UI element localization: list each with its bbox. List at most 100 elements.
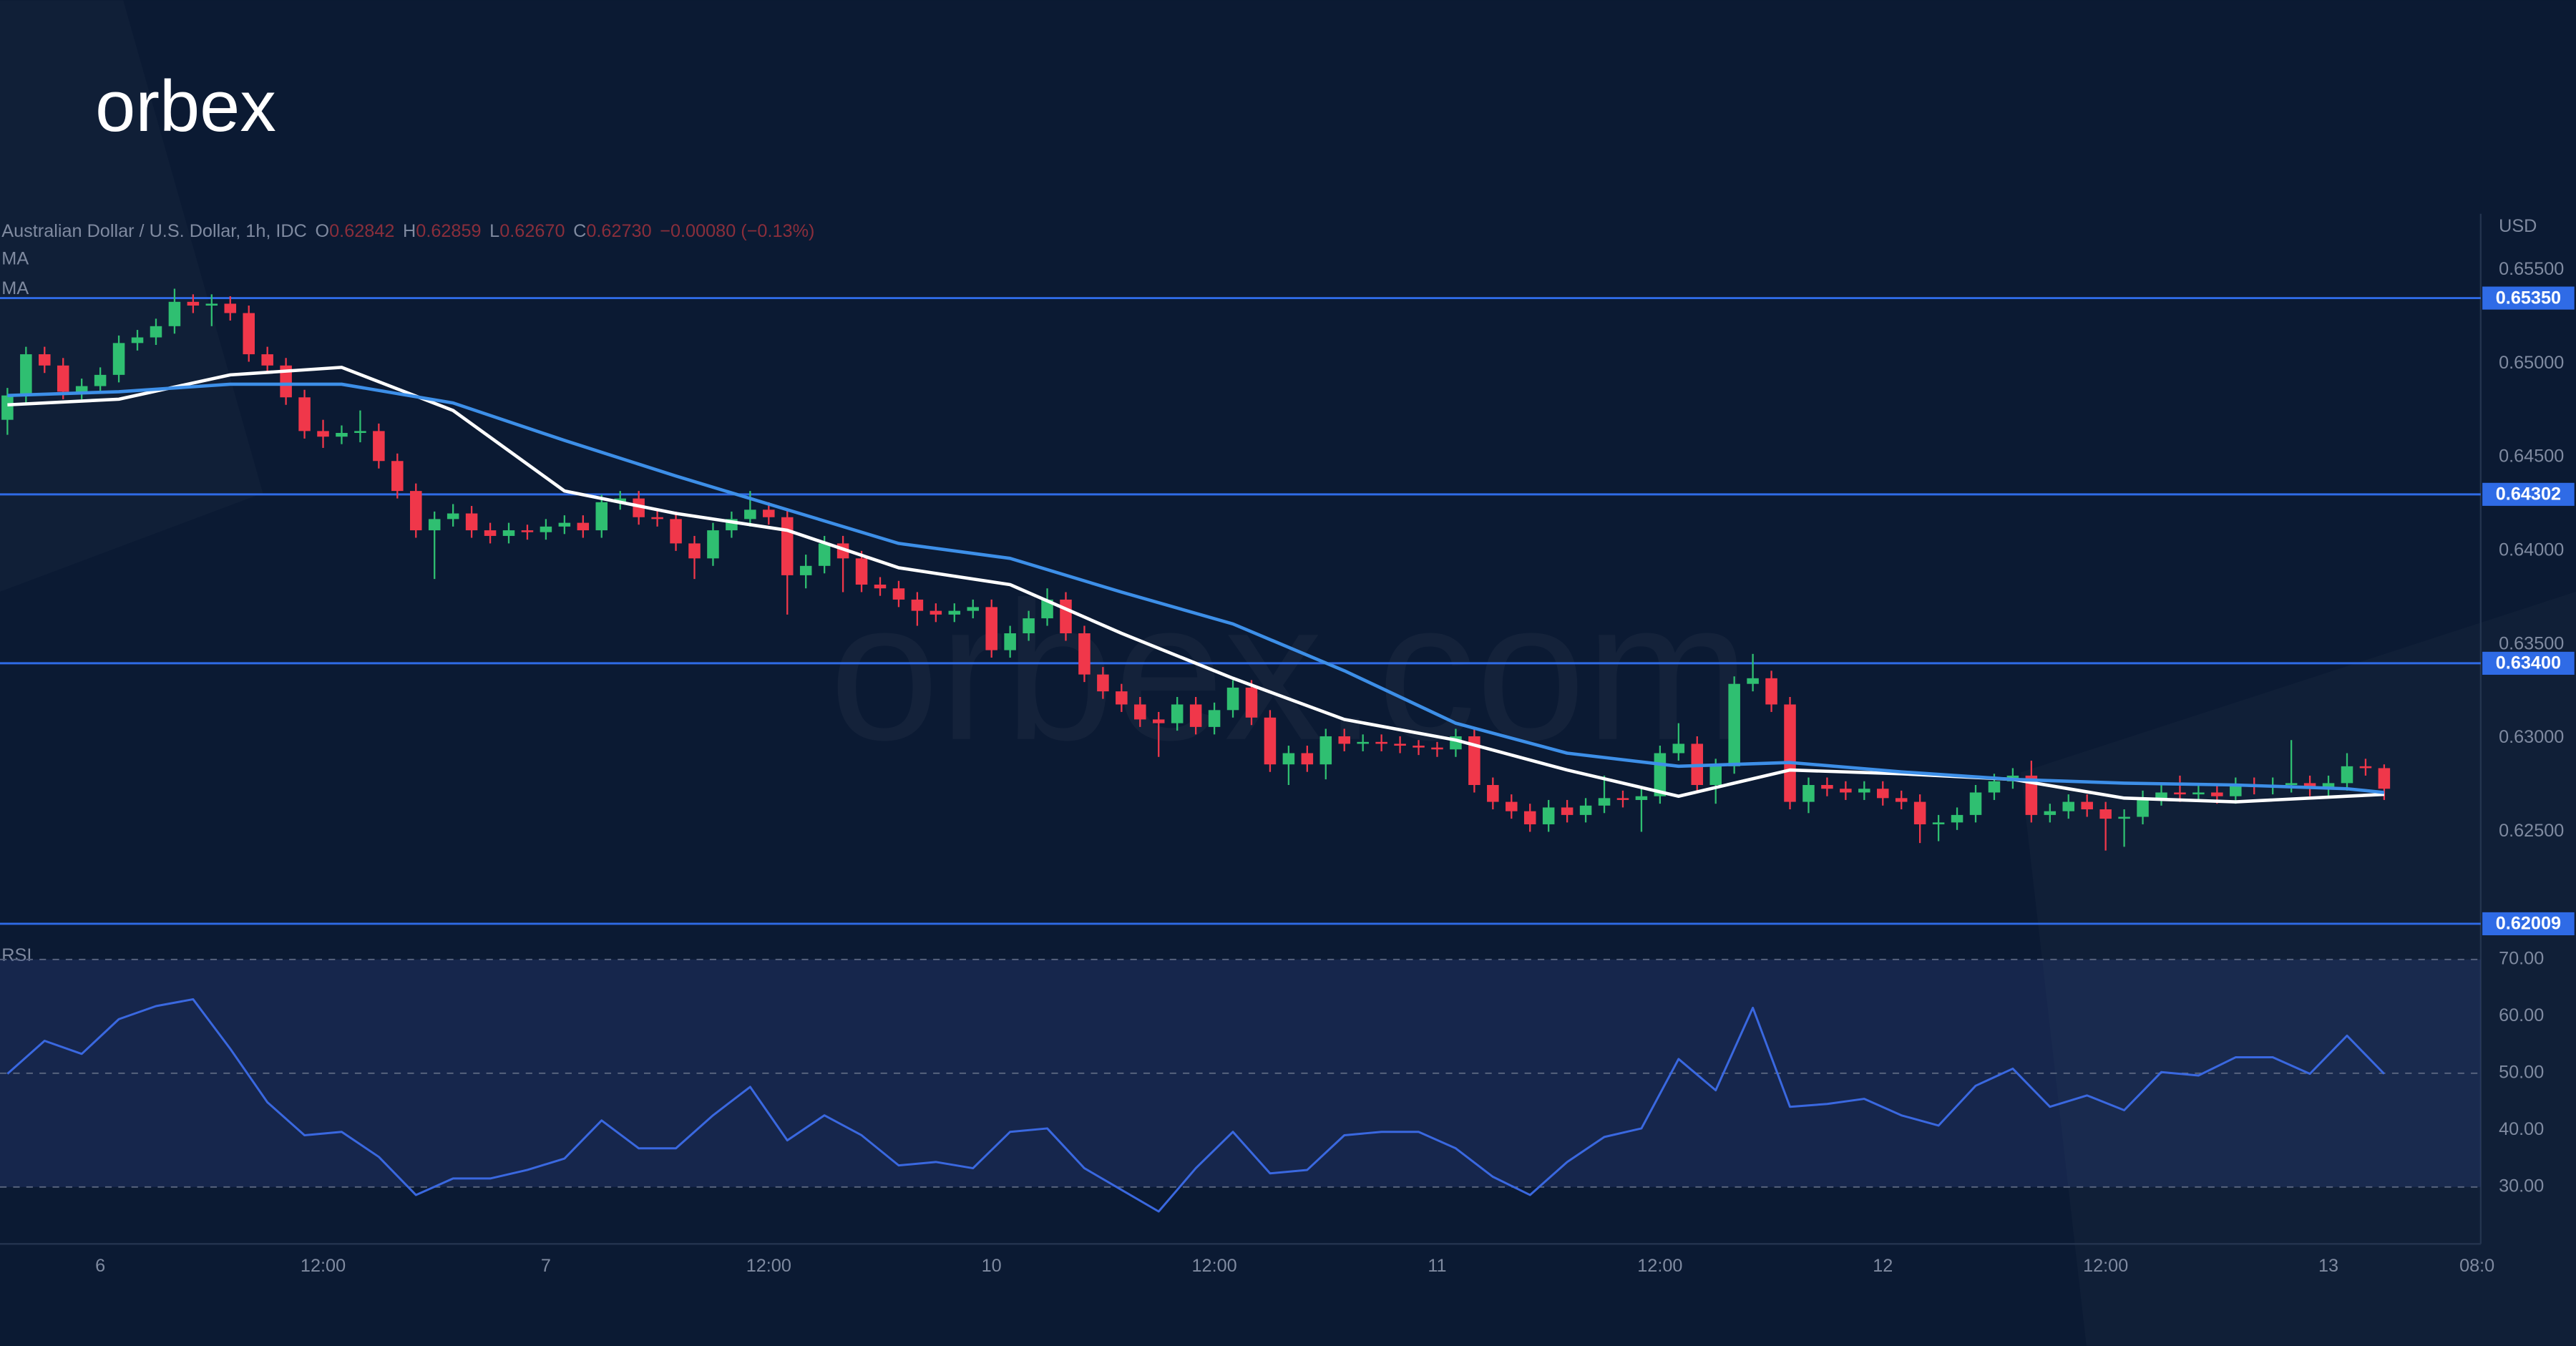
x-tick-label: 12:00 [2083, 1256, 2128, 1276]
candle-body [558, 522, 571, 527]
candle-body [243, 313, 255, 355]
candle-body [614, 498, 626, 502]
candle-body [1189, 704, 1202, 727]
plot: 0.65500 0.65000 0.64500 0.64000 0.63500 0.630… [0, 259, 2575, 1276]
candle-body [2230, 785, 2242, 796]
candle-body [799, 565, 812, 575]
candle-body [688, 543, 701, 559]
candle-body [874, 584, 887, 589]
candle-body [1802, 785, 1815, 802]
candle-body [1951, 814, 1963, 823]
candle-body [1226, 687, 1239, 711]
x-tick-label: 13 [2318, 1256, 2338, 1276]
candle-body [967, 607, 980, 611]
candle-body [1357, 741, 1369, 744]
legend-header: Australian Dollar / U.S. Dollar, 1h, IDC… [1, 221, 814, 241]
candle-body [410, 491, 422, 531]
y-tick-label: 0.63000 [2499, 727, 2564, 747]
candle-body [1431, 747, 1443, 750]
candle-body [428, 519, 441, 531]
candle-body [1023, 618, 1035, 634]
legend-entry: MA [1, 249, 29, 269]
candle-body [1338, 736, 1351, 744]
candle-body [317, 431, 329, 437]
candle-body [1542, 807, 1555, 824]
candle-body [1598, 798, 1611, 806]
candle-body [1078, 633, 1091, 675]
x-tick-label: 12 [1873, 1256, 1893, 1276]
candle-body [484, 530, 497, 536]
candle-body [1821, 785, 1833, 789]
candle-body [2025, 775, 2038, 815]
candle-body [651, 517, 663, 520]
x-tick-label: 12:00 [301, 1256, 346, 1276]
candle-body [763, 509, 775, 517]
candle-body [577, 522, 590, 531]
ohlc-value: 0.62859 [416, 221, 481, 241]
ohlc-key: H [403, 221, 416, 241]
candle-body [2099, 809, 2112, 819]
symbol: Australian Dollar / U.S. Dollar, 1h, IDC [1, 221, 307, 241]
candle-body [1877, 789, 1889, 799]
ohlc-value: 0.62670 [499, 221, 565, 241]
candle-body [1282, 753, 1295, 765]
y-tick-label: 70.00 [2499, 948, 2544, 968]
y-tick-label: 0.65000 [2499, 353, 2564, 373]
candle-body [391, 461, 404, 492]
candle-body [744, 509, 756, 520]
ma-line [7, 382, 2385, 794]
candle-body [2062, 801, 2075, 811]
x-tick-label: 12:00 [1637, 1256, 1682, 1276]
watermark: orbex.com [829, 562, 1750, 781]
y-tick-label: 30.00 [2499, 1176, 2544, 1196]
candle-body [1913, 801, 1926, 824]
candle-body [2044, 811, 2057, 815]
x-tick-label: 12:00 [1191, 1256, 1236, 1276]
candle-body [2137, 798, 2149, 817]
candle-body [502, 530, 515, 536]
ohlc-value: 0.62730 [586, 221, 651, 241]
candle-body [1319, 736, 1332, 765]
candle-body [985, 607, 997, 650]
candle-body [1506, 801, 1518, 811]
candle-body [1672, 743, 1685, 754]
candle-body [670, 519, 682, 544]
candle-body [39, 354, 51, 366]
change: −0.00080 (−0.13%) [660, 221, 814, 241]
candle-body [1041, 599, 1053, 619]
candle-body [948, 610, 961, 615]
candle-body [2378, 768, 2391, 789]
level-tag [2482, 912, 2575, 936]
x-tick-label: 7 [541, 1256, 551, 1276]
candle-body [1969, 792, 1982, 815]
level-tag [2482, 482, 2575, 506]
unit-label: USD [2499, 216, 2537, 236]
ohlc-key: O [316, 221, 330, 241]
candle-body [2118, 816, 2130, 819]
candle-body [2285, 783, 2298, 786]
candle-body [168, 301, 181, 326]
candle-body [2155, 792, 2167, 799]
candle-body [280, 365, 292, 398]
y-tick-label: 40.00 [2499, 1119, 2544, 1139]
y-tick-label: 0.64000 [2499, 540, 2564, 560]
candle-body [1116, 691, 1128, 705]
x-tick-label: 6 [95, 1256, 105, 1276]
candle-body [521, 530, 534, 532]
candle-body [1245, 687, 1258, 718]
candle-body [1301, 753, 1314, 765]
candle-body [707, 530, 719, 559]
candle-body [1616, 798, 1629, 800]
candle-body [205, 303, 218, 306]
candle-body [1487, 785, 1499, 802]
candle-body [930, 610, 942, 615]
candle-body [540, 526, 552, 532]
level-label: 0.65350 [2496, 288, 2561, 308]
candle-body [1635, 796, 1648, 800]
ohlc-key: L [489, 221, 499, 241]
candle-body [1561, 807, 1574, 815]
candle-body [112, 343, 125, 375]
